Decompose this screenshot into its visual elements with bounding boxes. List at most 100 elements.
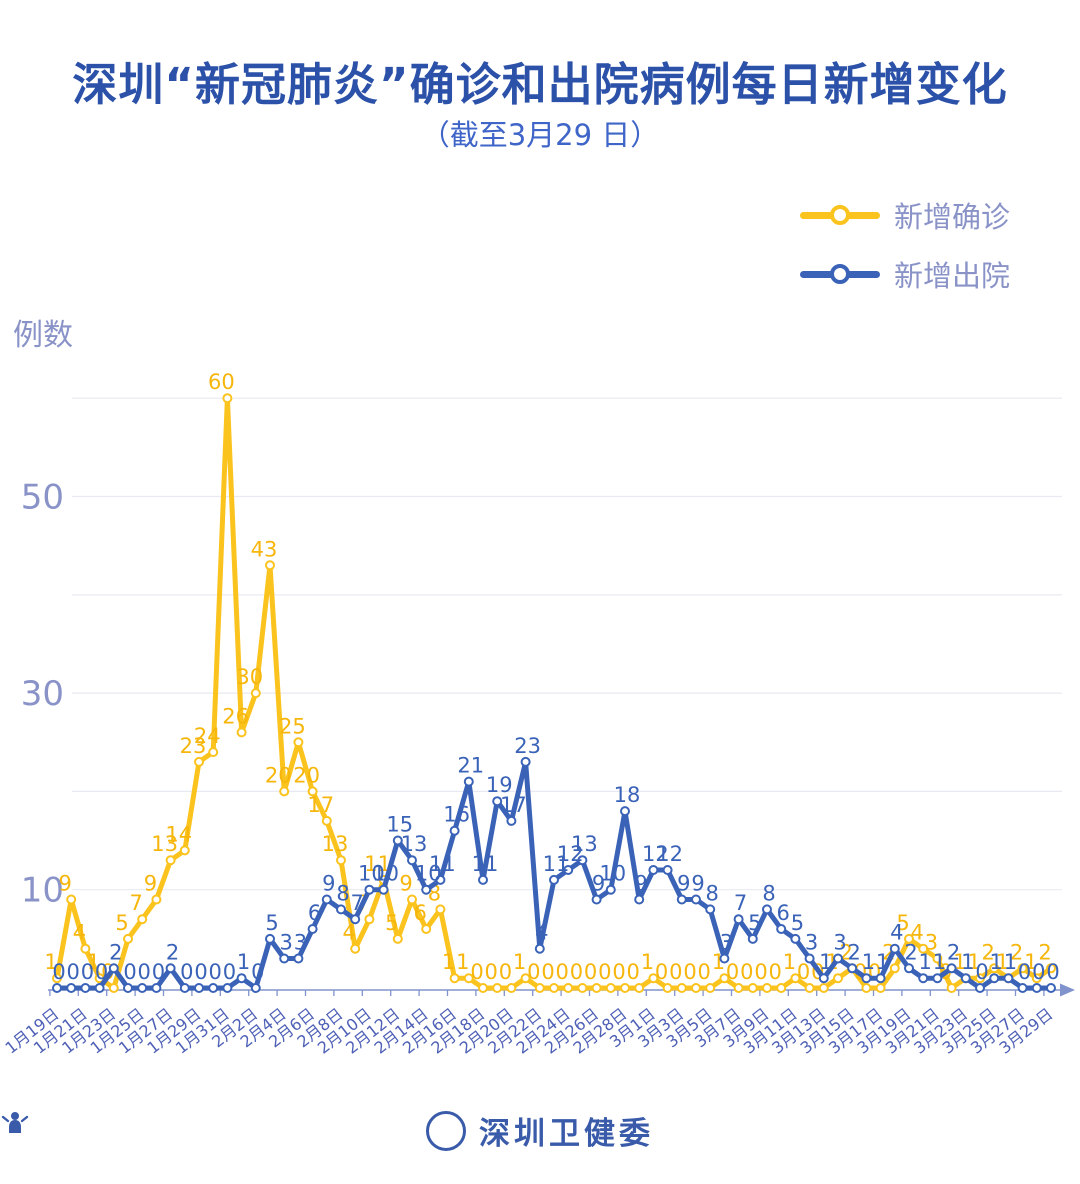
svg-text:0: 0 xyxy=(598,960,611,984)
svg-text:3: 3 xyxy=(280,931,293,955)
svg-text:0: 0 xyxy=(67,960,80,984)
org-logo-icon xyxy=(1,1110,466,1151)
svg-text:0: 0 xyxy=(152,960,165,984)
svg-text:10: 10 xyxy=(415,862,442,886)
svg-text:9: 9 xyxy=(399,872,412,896)
svg-text:6: 6 xyxy=(308,901,321,925)
svg-text:3: 3 xyxy=(294,931,307,955)
svg-text:6: 6 xyxy=(414,901,427,925)
svg-text:1: 1 xyxy=(961,950,974,974)
svg-text:5: 5 xyxy=(748,911,761,935)
svg-text:5: 5 xyxy=(896,911,909,935)
person-icon xyxy=(1,1112,29,1133)
svg-text:9: 9 xyxy=(144,872,157,896)
svg-text:7: 7 xyxy=(734,891,747,915)
svg-text:3: 3 xyxy=(805,931,818,955)
svg-text:5: 5 xyxy=(115,911,128,935)
svg-text:20: 20 xyxy=(293,763,320,787)
svg-text:1: 1 xyxy=(1024,950,1037,974)
svg-text:1: 1 xyxy=(783,950,796,974)
svg-text:2: 2 xyxy=(982,940,995,964)
svg-text:5: 5 xyxy=(791,911,804,935)
svg-text:0: 0 xyxy=(123,960,136,984)
svg-text:2: 2 xyxy=(1010,940,1023,964)
svg-text:30: 30 xyxy=(236,665,263,689)
svg-text:3: 3 xyxy=(833,931,846,955)
svg-text:4: 4 xyxy=(343,921,356,945)
svg-text:13: 13 xyxy=(401,832,428,856)
svg-text:1: 1 xyxy=(442,950,455,974)
legend-item-discharged[interactable]: 新增出院 xyxy=(799,253,1010,295)
svg-text:2: 2 xyxy=(1038,940,1051,964)
svg-text:0: 0 xyxy=(541,960,554,984)
svg-text:1: 1 xyxy=(876,950,889,974)
svg-text:0: 0 xyxy=(1032,960,1045,984)
svg-text:0: 0 xyxy=(683,960,696,984)
svg-text:0: 0 xyxy=(251,960,264,984)
svg-text:2: 2 xyxy=(904,940,917,964)
svg-text:0: 0 xyxy=(655,960,668,984)
svg-text:24: 24 xyxy=(194,724,221,748)
legend: 新增确诊 新增出院 xyxy=(799,194,1010,295)
svg-text:10: 10 xyxy=(599,862,626,886)
svg-text:0: 0 xyxy=(769,960,782,984)
svg-text:0: 0 xyxy=(726,960,739,984)
svg-text:11: 11 xyxy=(472,852,499,876)
svg-text:9: 9 xyxy=(677,872,690,896)
svg-text:4: 4 xyxy=(535,921,548,945)
legend-item-confirmed[interactable]: 新增确诊 xyxy=(799,194,1010,236)
legend-label-discharged: 新增出院 xyxy=(893,259,1010,293)
svg-text:0: 0 xyxy=(754,960,767,984)
svg-text:3: 3 xyxy=(720,931,733,955)
svg-text:1: 1 xyxy=(237,950,250,974)
axis-arrow-icon xyxy=(1060,983,1075,997)
svg-text:23: 23 xyxy=(514,734,541,758)
svg-text:16: 16 xyxy=(443,803,470,827)
svg-text:0: 0 xyxy=(485,960,498,984)
svg-text:9: 9 xyxy=(322,872,335,896)
svg-text:0: 0 xyxy=(1046,960,1059,984)
svg-text:3: 3 xyxy=(925,931,938,955)
svg-text:9: 9 xyxy=(635,872,648,896)
org-name: 深圳卫健委 xyxy=(479,1116,654,1152)
svg-text:0: 0 xyxy=(470,960,483,984)
svg-text:0: 0 xyxy=(52,960,65,984)
confirmed-line-swatch xyxy=(799,205,880,225)
svg-text:13: 13 xyxy=(571,832,598,856)
svg-text:11: 11 xyxy=(543,852,570,876)
svg-text:0: 0 xyxy=(627,960,640,984)
svg-text:9: 9 xyxy=(592,872,605,896)
svg-text:2: 2 xyxy=(848,940,861,964)
svg-text:8: 8 xyxy=(706,881,719,905)
svg-text:15: 15 xyxy=(386,813,413,837)
footer: 深圳卫健委 xyxy=(0,1108,1080,1153)
svg-text:14: 14 xyxy=(165,822,192,846)
svg-text:0: 0 xyxy=(1018,960,1031,984)
discharged-marker-icon xyxy=(829,264,850,284)
svg-text:30: 30 xyxy=(21,674,64,714)
svg-text:0: 0 xyxy=(975,960,988,984)
svg-text:0: 0 xyxy=(138,960,151,984)
svg-text:0: 0 xyxy=(81,960,94,984)
svg-text:1: 1 xyxy=(1004,950,1017,974)
line-chart: 1030501月19日1月21日1月23日1月25日1月27日1月29日1月31… xyxy=(1,370,1075,1058)
svg-text:0: 0 xyxy=(499,960,512,984)
confirmed-marker-icon xyxy=(829,205,850,225)
svg-text:1: 1 xyxy=(990,950,1003,974)
svg-text:4: 4 xyxy=(890,921,903,945)
svg-text:1: 1 xyxy=(641,950,654,974)
svg-text:9: 9 xyxy=(691,872,704,896)
svg-text:10: 10 xyxy=(372,862,399,886)
svg-text:10: 10 xyxy=(358,862,385,886)
svg-text:10: 10 xyxy=(21,871,64,911)
legend-label-confirmed: 新增确诊 xyxy=(893,200,1010,234)
svg-text:12: 12 xyxy=(642,842,669,866)
svg-text:17: 17 xyxy=(307,793,334,817)
svg-text:8: 8 xyxy=(762,881,775,905)
svg-text:6: 6 xyxy=(777,901,790,925)
svg-text:21: 21 xyxy=(457,754,484,778)
x-axis: 1月19日1月21日1月23日1月25日1月27日1月29日1月31日2月2日2… xyxy=(1,983,1075,1058)
svg-text:1: 1 xyxy=(44,950,57,974)
svg-text:0: 0 xyxy=(194,960,207,984)
svg-text:0: 0 xyxy=(556,960,569,984)
